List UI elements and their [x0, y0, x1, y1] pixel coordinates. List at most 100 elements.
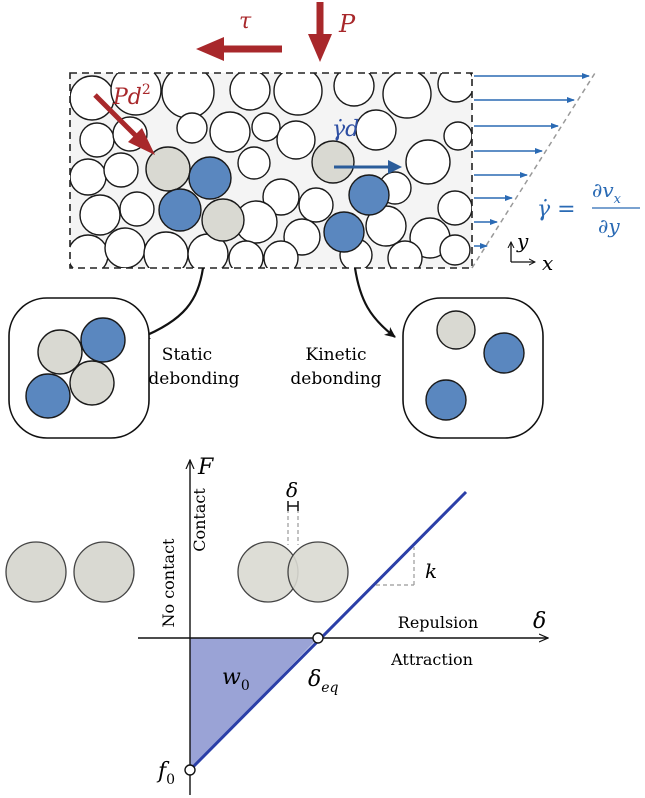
- grain: [387, 240, 423, 268]
- w0-subscript: 0: [241, 678, 250, 694]
- grain: [437, 73, 472, 103]
- static-debonding-arrow: [139, 267, 205, 340]
- grain: [228, 240, 264, 268]
- pd2-arrow-shaft: [93, 93, 140, 140]
- grain-grey: [37, 329, 83, 375]
- grain-blue: [323, 211, 365, 253]
- grain: [276, 120, 316, 160]
- grain: [104, 227, 146, 268]
- delta-eq-label: δ: [308, 667, 321, 692]
- grain: [79, 194, 121, 236]
- grain-blue: [188, 156, 232, 200]
- pd2-arrow-head: [128, 128, 155, 155]
- overlap-axis-label: δ: [533, 609, 546, 634]
- grain-grey: [287, 541, 349, 603]
- pull-off-force-point: [184, 764, 196, 776]
- grain: [251, 112, 281, 142]
- shear-rate-numerator-sub: x: [614, 192, 622, 207]
- grain-grey: [73, 541, 135, 603]
- kinetic-label-line2: debonding: [290, 369, 381, 389]
- no-contact-grains: [5, 541, 135, 603]
- grain: [437, 190, 472, 226]
- grain: [79, 122, 115, 158]
- grain: [229, 73, 271, 111]
- pd2-label: Pd: [112, 85, 142, 110]
- svg-text:∂vx: ∂vx: [592, 178, 622, 207]
- kinetic-debonding-arrow: [353, 267, 396, 338]
- grain: [70, 234, 109, 268]
- grain-grey: [436, 310, 476, 350]
- contact-label: Contact: [190, 488, 209, 552]
- grain: [110, 73, 162, 116]
- grain: [103, 152, 139, 188]
- grain-blue: [25, 373, 71, 419]
- svg-text:δeq: δeq: [308, 667, 339, 696]
- grain: [70, 75, 115, 121]
- force-law-line: [188, 490, 468, 772]
- grain: [262, 178, 300, 216]
- xy-axes-indicator: y x: [511, 229, 553, 275]
- layer-dashed-border: [69, 72, 473, 269]
- grain: [405, 139, 451, 185]
- svg-text:w0: w0: [222, 665, 250, 694]
- svg-text:Pd2: Pd2: [112, 82, 151, 110]
- grain-grey: [5, 541, 67, 603]
- attraction-label: Attraction: [390, 650, 473, 669]
- grain: [70, 158, 107, 196]
- grain: [273, 73, 323, 116]
- grain-grey: [311, 140, 355, 184]
- equilibrium-point: [312, 632, 324, 644]
- grain-grey: [69, 360, 115, 406]
- repulsion-label: Repulsion: [398, 613, 478, 632]
- w0-label: w: [222, 665, 241, 690]
- shear-rate-formula: γ̇ = ∂vx ∂y: [537, 178, 640, 238]
- tau-arrow-head: [196, 37, 224, 61]
- gamma-d-arrow-head: [388, 160, 402, 174]
- grain: [298, 187, 334, 223]
- profile-dashed-line: [471, 72, 596, 269]
- tau-label: τ: [239, 9, 252, 34]
- grain-blue: [158, 188, 202, 232]
- contact-grains: [237, 501, 349, 603]
- grain-blue: [425, 379, 467, 421]
- force-axis-label: F: [197, 455, 214, 480]
- stiffness-label: k: [425, 559, 437, 583]
- grain-blue: [483, 332, 525, 374]
- grain: [439, 234, 471, 266]
- delta-eq-subscript: eq: [321, 680, 338, 696]
- grain: [176, 112, 208, 144]
- no-contact-label: No contact: [159, 538, 178, 628]
- shear-rate-numerator: ∂v: [592, 178, 614, 202]
- x-axis-label: x: [542, 251, 553, 275]
- applied-loads: τ P Pd2 γ̇d: [93, 2, 402, 174]
- svg-text:f0: f0: [156, 759, 175, 788]
- shear-rate-lhs: γ̇ =: [537, 197, 576, 222]
- pd2-superscript: 2: [142, 82, 151, 98]
- grain: [263, 240, 299, 268]
- velocity-profile: [471, 72, 596, 269]
- grain-blue: [348, 174, 390, 216]
- grain-grey: [201, 198, 245, 242]
- static-label-line1: Static: [162, 345, 212, 365]
- grain: [237, 146, 271, 180]
- grain: [355, 109, 397, 151]
- y-axis-label: y: [516, 229, 529, 253]
- grain: [209, 111, 251, 153]
- pressure-arrow-head: [308, 34, 332, 62]
- kinetic-inset-frame: [402, 297, 544, 439]
- grain: [443, 121, 472, 151]
- static-label-line2: debonding: [148, 369, 239, 389]
- force-overlap-plot: [138, 460, 548, 795]
- overlap-delta-label: δ: [286, 478, 298, 502]
- gamma-d-label: γ̇d: [332, 117, 359, 142]
- f0-subscript: 0: [166, 772, 175, 788]
- grain-blue: [80, 317, 126, 363]
- grain: [333, 73, 375, 107]
- granular-layer: [69, 72, 473, 269]
- grain: [119, 191, 155, 227]
- grain: [382, 73, 432, 119]
- grain-grey: [145, 146, 191, 192]
- kinetic-debonding-inset: [402, 297, 544, 439]
- pressure-label: P: [338, 10, 356, 38]
